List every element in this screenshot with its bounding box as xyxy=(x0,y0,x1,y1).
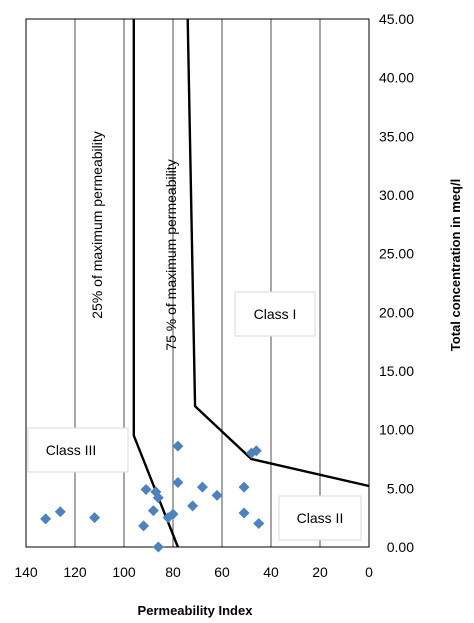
data-point-4 xyxy=(138,520,150,532)
class-iii-box: Class III xyxy=(27,427,129,473)
data-point-9 xyxy=(152,541,164,553)
y-tick-30.00: 30.00 xyxy=(379,187,414,203)
data-point-14 xyxy=(187,500,199,512)
y-tick-20.00: 20.00 xyxy=(379,304,414,320)
y-tick-45.00: 45.00 xyxy=(379,11,414,27)
x-tick-60: 60 xyxy=(214,564,230,580)
data-point-13 xyxy=(172,476,184,488)
data-point-2 xyxy=(54,506,66,518)
x-tick-120: 120 xyxy=(63,564,87,580)
y-tick-5.00: 5.00 xyxy=(387,480,414,496)
class-ii-label: Class II xyxy=(297,510,344,526)
y-tick-10.00: 10.00 xyxy=(379,422,414,438)
boundary-line-1 xyxy=(132,19,180,548)
zone-label-75-percent: 75 % of maximum permeability xyxy=(163,159,179,350)
y-tick-25.00: 25.00 xyxy=(379,246,414,262)
data-point-12 xyxy=(172,440,184,452)
y-tick-35.00: 35.00 xyxy=(379,128,414,144)
y-tick-40.00: 40.00 xyxy=(379,70,414,86)
y-axis-ticks: 0.00 5.00 10.00 15.00 20.00 25.00 30.00 35.00 40… xyxy=(379,11,414,555)
x-tick-100: 100 xyxy=(112,564,136,580)
class-i-box: Class I xyxy=(234,291,316,337)
x-axis-ticks: 140 120 100 80 60 40 20 0 xyxy=(14,564,373,580)
data-point-8 xyxy=(152,492,164,504)
x-tick-0: 0 xyxy=(365,564,373,580)
class-i-label: Class I xyxy=(254,306,297,322)
x-axis-title: Permeability Index xyxy=(138,603,254,618)
data-point-6 xyxy=(147,505,159,517)
data-point-11 xyxy=(167,508,179,520)
boundary-line-2 xyxy=(186,18,370,488)
x-tick-140: 140 xyxy=(14,564,38,580)
data-point-15 xyxy=(196,481,208,493)
data-point-5 xyxy=(140,484,152,496)
y-tick-15.00: 15.00 xyxy=(379,363,414,379)
x-tick-80: 80 xyxy=(165,564,181,580)
data-points xyxy=(40,440,265,553)
class-boundaries xyxy=(132,18,370,548)
data-point-16 xyxy=(211,489,223,501)
data-point-21 xyxy=(253,518,265,530)
class-iii-label: Class III xyxy=(46,442,97,458)
x-tick-20: 20 xyxy=(312,564,328,580)
zone-label-25-percent: 25% of maximum permeability xyxy=(89,131,105,319)
data-point-18 xyxy=(238,507,250,519)
data-point-3 xyxy=(89,512,101,524)
y-axis-title: Total concentration in meq/l xyxy=(448,179,463,351)
data-point-17 xyxy=(238,481,250,493)
class-ii-box: Class II xyxy=(278,495,362,541)
y-tick-0.00: 0.00 xyxy=(387,539,414,555)
data-point-20 xyxy=(250,445,262,457)
x-tick-40: 40 xyxy=(263,564,279,580)
data-point-1 xyxy=(40,513,52,525)
